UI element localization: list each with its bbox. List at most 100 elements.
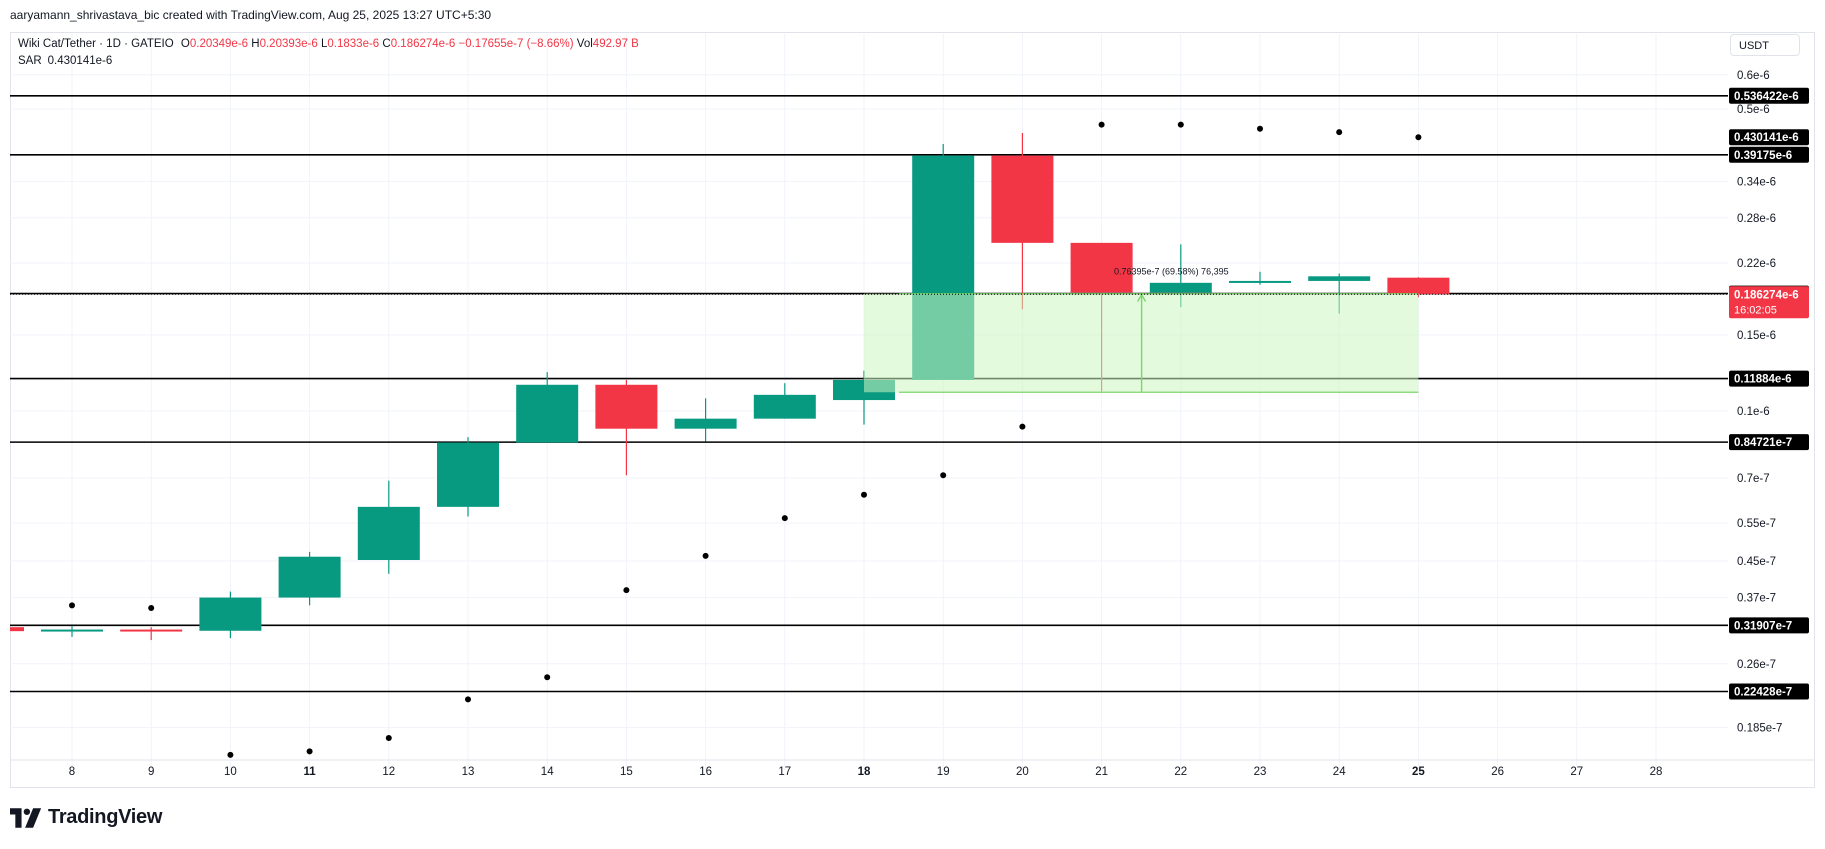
x-tick-label: 9 bbox=[148, 766, 154, 778]
range-measure-label: 0.76395e-7 (69.58%) 76,395 bbox=[1114, 267, 1229, 277]
sar-dot bbox=[1257, 125, 1263, 132]
x-tick-label: 13 bbox=[462, 766, 475, 778]
candle-body bbox=[357, 506, 420, 561]
y-tick-label: 0.34e-6 bbox=[1737, 176, 1776, 188]
y-tick-label: 0.37e-7 bbox=[1737, 593, 1776, 605]
level-price-tag: 0.39175e-6 bbox=[1734, 150, 1792, 162]
x-tick-label: 8 bbox=[69, 766, 75, 778]
candle-body bbox=[674, 418, 737, 429]
x-tick-label: 24 bbox=[1333, 766, 1346, 778]
candle-body bbox=[1308, 276, 1371, 281]
sar-legend-row[interactable]: SAR 0.430141e-6 bbox=[18, 53, 639, 70]
x-tick-label: 18 bbox=[858, 766, 871, 778]
level-price-tag-bg bbox=[1729, 146, 1809, 163]
candle bbox=[516, 372, 579, 443]
candle bbox=[991, 132, 1054, 310]
level-price-tag: 0.31907e-7 bbox=[1734, 620, 1792, 632]
tradingview-logo-icon bbox=[10, 807, 42, 828]
level-price-tag-bg bbox=[1729, 617, 1809, 634]
level-price-tag: 0.536422e-6 bbox=[1734, 91, 1799, 103]
sar-dot bbox=[306, 748, 313, 755]
countdown-tag: 16:02:05 bbox=[1734, 304, 1777, 316]
y-tick-label: 0.1e-6 bbox=[1737, 406, 1770, 418]
y-tick-label: 0.26e-7 bbox=[1737, 659, 1776, 671]
high-value: 0.20393e-6 bbox=[259, 38, 318, 50]
y-tick-label: 0.7e-7 bbox=[1737, 473, 1770, 485]
candle-body bbox=[278, 556, 341, 598]
candle-body bbox=[41, 629, 103, 632]
y-tick-label: 0.6e-6 bbox=[1737, 70, 1770, 82]
level-price-tag-bg bbox=[1729, 683, 1809, 700]
sar-dot bbox=[465, 696, 471, 703]
candle-body bbox=[516, 384, 579, 443]
y-tick-label: 0.45e-7 bbox=[1737, 556, 1776, 568]
candle bbox=[595, 379, 658, 476]
x-tick-label: 11 bbox=[304, 766, 317, 778]
low-value: 0.1833e-6 bbox=[327, 38, 380, 50]
y-tick-label: 0.22e-6 bbox=[1737, 258, 1776, 270]
x-tick-label: 28 bbox=[1650, 766, 1663, 778]
candle-body bbox=[753, 394, 816, 419]
grid-layer bbox=[10, 34, 1728, 770]
x-tick-label: 20 bbox=[1016, 766, 1029, 778]
sar-dot bbox=[1019, 423, 1026, 430]
y-tick-label: 0.55e-7 bbox=[1737, 518, 1776, 530]
range-measure bbox=[864, 293, 1419, 393]
x-tick-label: 14 bbox=[541, 766, 554, 778]
candle bbox=[1070, 242, 1133, 392]
level-price-tag-bg bbox=[1729, 87, 1809, 104]
sar-dot bbox=[1415, 134, 1422, 141]
candle-body bbox=[120, 629, 183, 632]
currency-button[interactable]: USDT bbox=[1730, 34, 1800, 56]
x-tick-label: 26 bbox=[1491, 766, 1504, 778]
candle bbox=[674, 398, 737, 442]
candle bbox=[199, 591, 262, 639]
candle-body bbox=[1070, 242, 1133, 293]
sar-dot bbox=[1336, 129, 1343, 136]
y-tick-label: 0.185e-7 bbox=[1737, 723, 1782, 735]
sar-dot bbox=[544, 674, 551, 681]
sar-value: 0.430141e-6 bbox=[47, 55, 113, 67]
sar-dot bbox=[702, 552, 709, 559]
sar-price-tag-bg bbox=[1729, 129, 1809, 146]
x-tick-label: 16 bbox=[699, 766, 712, 778]
sar-layer bbox=[69, 121, 1422, 758]
sar-dot bbox=[940, 472, 947, 479]
sar-dot bbox=[861, 491, 867, 498]
candle bbox=[278, 551, 341, 606]
candle-body bbox=[991, 155, 1054, 243]
open-value: 0.20349e-6 bbox=[189, 38, 249, 50]
ohlc-legend-row: Wiki Cat/Tether · 1D · GATEIO O0.20349e-… bbox=[18, 36, 639, 53]
candle-body bbox=[595, 384, 658, 429]
candle-body-partial bbox=[10, 627, 24, 632]
y-tick-label: 0.15e-6 bbox=[1737, 330, 1776, 342]
chart-credit: aaryamann_shrivastava_bic created with T… bbox=[10, 8, 492, 22]
level-price-tag: 0.84721e-7 bbox=[1734, 437, 1792, 449]
sar-dot bbox=[227, 751, 234, 758]
change-value: −0.17655e-7 (−8.66%) bbox=[458, 38, 574, 50]
open-label: O bbox=[180, 38, 190, 50]
x-tick-label: 25 bbox=[1412, 766, 1425, 778]
candle-body bbox=[199, 597, 262, 631]
x-tick-label: 17 bbox=[778, 766, 791, 778]
x-tick-label: 27 bbox=[1570, 766, 1583, 778]
candle-body bbox=[1229, 280, 1291, 283]
sar-dot bbox=[623, 587, 630, 594]
candle bbox=[437, 437, 499, 517]
sar-dot bbox=[69, 602, 75, 609]
sar-dot bbox=[781, 515, 788, 522]
x-tick-label: 12 bbox=[382, 766, 395, 778]
current-price-tag-bg bbox=[1729, 286, 1809, 319]
candle bbox=[357, 480, 420, 574]
symbol-label[interactable]: Wiki Cat/Tether · 1D · GATEIO bbox=[18, 38, 174, 50]
candle bbox=[1229, 271, 1291, 285]
candle bbox=[753, 383, 816, 419]
tradingview-logo[interactable]: TradingView bbox=[10, 806, 162, 829]
x-tick-label: 23 bbox=[1254, 766, 1267, 778]
level-price-tag: 0.11884e-6 bbox=[1734, 374, 1792, 386]
high-label: H bbox=[251, 38, 260, 50]
volume-label: Vol bbox=[576, 38, 593, 50]
candle-body bbox=[1149, 282, 1212, 293]
x-tick-label: 22 bbox=[1174, 766, 1187, 778]
